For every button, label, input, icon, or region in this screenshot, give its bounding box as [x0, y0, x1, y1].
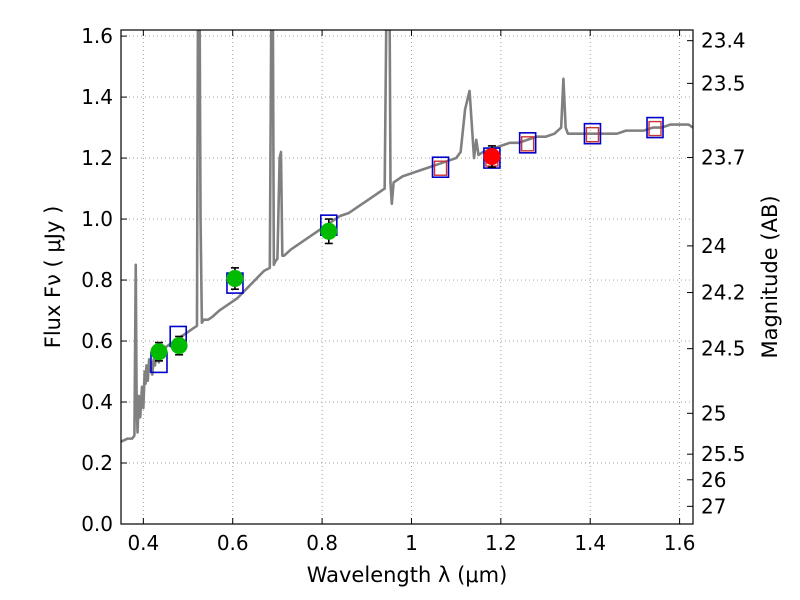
y2-axis-label: Magnitude (AB): [758, 195, 782, 358]
y-tick-label: 0.6: [81, 329, 113, 353]
x-tick-label: 1: [405, 531, 418, 555]
photometry-point: [483, 148, 501, 166]
y-tick-label: 1.0: [81, 207, 113, 231]
model-photometry-box: [646, 116, 664, 139]
y-tick-label: 1.6: [81, 24, 113, 48]
x-tick-label: 0.6: [217, 531, 249, 555]
y2-tick-label: 24.5: [701, 337, 746, 361]
photometry-point: [170, 337, 188, 355]
model-photometry-box: [583, 122, 602, 145]
model-photometry-box: [431, 156, 450, 179]
nir-model-inner-box: [648, 120, 662, 137]
nir-model-inner-box: [585, 126, 600, 143]
x-tick-label: 0.4: [127, 531, 159, 555]
sed-line: [121, 30, 693, 443]
y2-tick-label: 25: [701, 401, 726, 425]
nir-model-inner-box: [433, 160, 448, 176]
y-tick-label: 0.0: [81, 512, 113, 536]
plot-frame: [120, 29, 694, 525]
y-axis-label: Flux Fν ( μJy ): [41, 206, 65, 349]
axes-layer: 0.4 0.6 0.8 1 1.2 1.4 1.6 0.0 0.2 0.4 0.6 0.8 1.0 1.2…: [81, 24, 745, 555]
x-axis-label: Wavelength λ (μm): [307, 563, 508, 587]
y-tick-label: 0.4: [81, 390, 113, 414]
y-tick-label: 1.4: [81, 85, 113, 109]
x-tick-label: 1.6: [664, 531, 696, 555]
x-tick-label: 0.8: [306, 531, 338, 555]
y2-tick-label: 27: [701, 494, 726, 518]
y2-tick-label: 24.2: [701, 281, 746, 305]
y-tick-label: 1.2: [81, 146, 113, 170]
model-photometry-box: [518, 132, 537, 154]
y-tick-label: 0.8: [81, 268, 113, 292]
x-tick-label: 1.4: [574, 531, 606, 555]
y2-tick-label: 23.5: [701, 71, 746, 95]
plot-layer: [121, 30, 693, 443]
photometry-point: [320, 222, 338, 240]
y2-tick-label: 23.7: [701, 145, 746, 169]
y-tick-label: 0.2: [81, 451, 113, 475]
nir-model-inner-box: [520, 136, 535, 152]
y2-tick-label: 26: [701, 468, 726, 492]
x-tick-label: 1.2: [485, 531, 517, 555]
y2-tick-label: 23.4: [701, 29, 746, 53]
plot-background: [121, 30, 693, 524]
y2-tick-label: 25.5: [701, 442, 746, 466]
photometry-point: [226, 270, 244, 288]
y2-tick-label: 24: [701, 234, 726, 258]
photometry-point: [150, 343, 168, 361]
